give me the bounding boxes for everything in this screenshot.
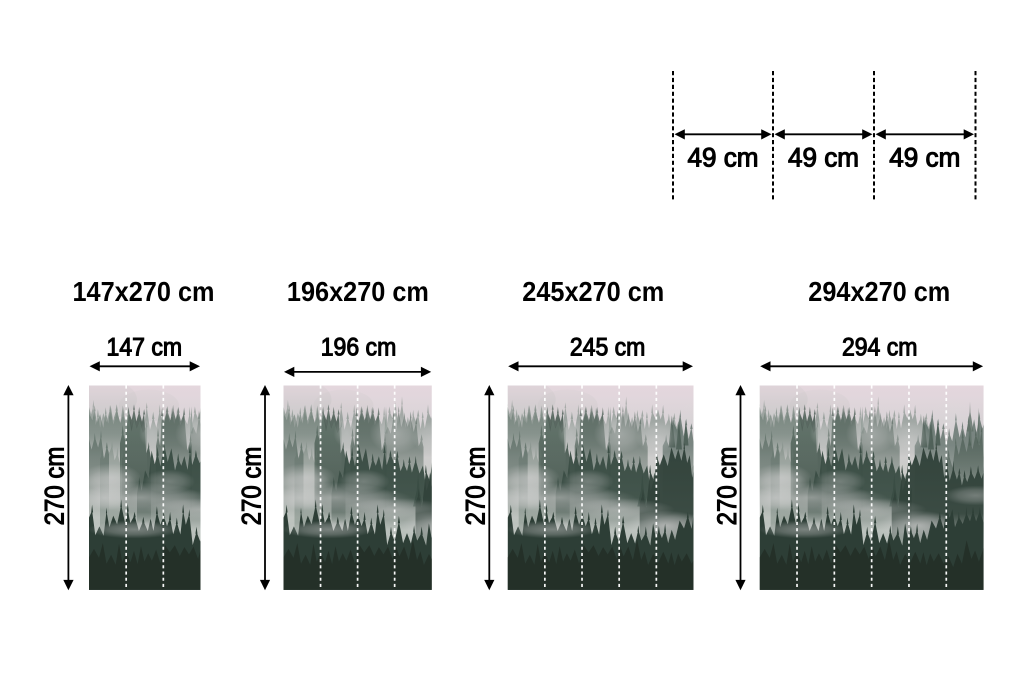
svg-text:196x270 cm: 196x270 cm — [287, 276, 429, 307]
svg-text:270 cm: 270 cm — [236, 447, 266, 526]
svg-text:294x270 cm: 294x270 cm — [808, 276, 950, 307]
svg-text:147x270 cm: 147x270 cm — [73, 276, 215, 307]
svg-text:49 cm: 49 cm — [889, 143, 960, 173]
svg-text:270 cm: 270 cm — [712, 447, 742, 526]
svg-text:245 cm: 245 cm — [570, 334, 646, 362]
svg-text:270 cm: 270 cm — [40, 447, 70, 526]
svg-text:49 cm: 49 cm — [688, 143, 759, 173]
svg-text:294 cm: 294 cm — [842, 334, 918, 362]
svg-text:270 cm: 270 cm — [461, 447, 491, 526]
svg-text:245x270 cm: 245x270 cm — [522, 276, 664, 307]
svg-text:196 cm: 196 cm — [321, 334, 397, 362]
svg-text:147 cm: 147 cm — [107, 334, 183, 362]
svg-text:49 cm: 49 cm — [788, 143, 859, 173]
